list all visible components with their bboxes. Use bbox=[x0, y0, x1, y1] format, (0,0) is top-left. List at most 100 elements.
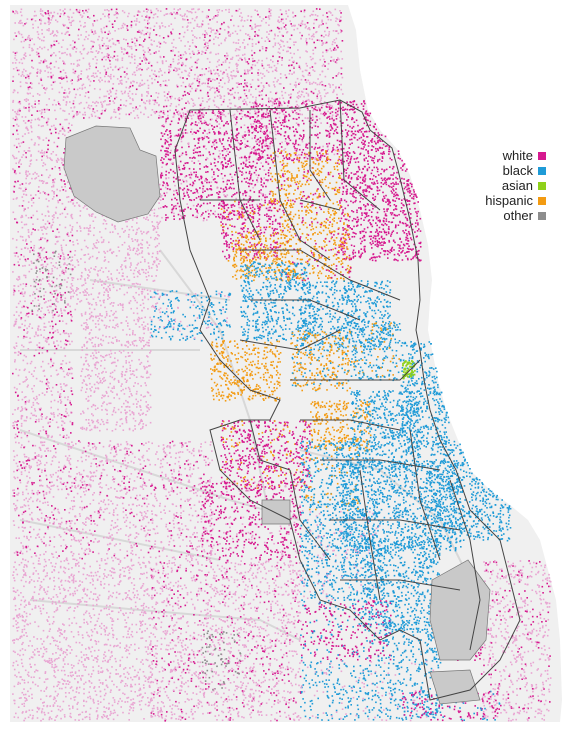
dot bbox=[319, 8, 321, 10]
dot bbox=[14, 170, 16, 172]
dot bbox=[207, 92, 209, 94]
dot bbox=[64, 343, 66, 345]
dot bbox=[142, 30, 144, 32]
dot bbox=[247, 44, 249, 46]
dot bbox=[24, 150, 26, 152]
dot bbox=[109, 90, 111, 92]
dot bbox=[252, 28, 254, 30]
dot bbox=[40, 247, 42, 249]
dot bbox=[296, 63, 298, 65]
dot bbox=[130, 62, 132, 64]
dot bbox=[170, 135, 172, 137]
dot bbox=[281, 146, 283, 148]
dot bbox=[31, 159, 33, 161]
dot bbox=[106, 72, 108, 74]
dot bbox=[84, 112, 86, 114]
dot bbox=[253, 147, 255, 149]
dot bbox=[67, 372, 69, 374]
dot bbox=[291, 57, 293, 59]
dot bbox=[405, 229, 407, 231]
dot bbox=[236, 55, 238, 57]
dot bbox=[151, 12, 153, 14]
dot bbox=[329, 143, 331, 145]
dot bbox=[143, 114, 145, 116]
dot bbox=[168, 69, 170, 71]
dot bbox=[255, 65, 257, 67]
dot bbox=[315, 63, 317, 65]
dot bbox=[25, 174, 27, 176]
dot bbox=[53, 191, 55, 193]
dot bbox=[194, 36, 196, 38]
dot bbox=[25, 408, 27, 410]
dot bbox=[329, 116, 331, 118]
dot bbox=[270, 9, 272, 11]
dot bbox=[208, 216, 210, 218]
dot bbox=[294, 110, 296, 112]
dot bbox=[75, 51, 77, 53]
dot bbox=[174, 135, 176, 137]
dot bbox=[49, 426, 51, 428]
dot bbox=[281, 124, 283, 126]
dot bbox=[59, 51, 61, 53]
dot bbox=[20, 81, 22, 83]
dot bbox=[236, 137, 238, 139]
dot bbox=[313, 36, 315, 38]
dot bbox=[184, 51, 186, 53]
dot bbox=[151, 70, 153, 72]
dot bbox=[191, 66, 193, 68]
dot bbox=[73, 100, 75, 102]
dot bbox=[205, 180, 207, 182]
dot bbox=[332, 41, 334, 43]
dot bbox=[323, 64, 325, 66]
dot bbox=[317, 137, 319, 139]
dot bbox=[42, 175, 44, 177]
dot bbox=[31, 66, 33, 68]
dot bbox=[209, 202, 211, 204]
dot bbox=[242, 110, 244, 112]
dot bbox=[83, 84, 85, 86]
dot bbox=[21, 221, 23, 223]
dot bbox=[31, 373, 33, 375]
dot bbox=[209, 140, 211, 142]
dot bbox=[38, 103, 40, 105]
dot bbox=[149, 103, 151, 105]
dot bbox=[63, 390, 65, 392]
dot bbox=[14, 111, 16, 113]
dot bbox=[242, 137, 244, 139]
dot bbox=[237, 33, 239, 35]
dot bbox=[293, 16, 295, 18]
dot bbox=[288, 120, 290, 122]
dot bbox=[194, 148, 196, 150]
dot bbox=[304, 24, 306, 26]
dot bbox=[72, 285, 74, 287]
dot bbox=[357, 217, 359, 219]
dot bbox=[108, 97, 110, 99]
dot bbox=[254, 172, 256, 174]
dot bbox=[220, 142, 222, 144]
dot bbox=[309, 100, 311, 102]
dot bbox=[14, 13, 16, 15]
dot bbox=[176, 192, 178, 194]
dot bbox=[221, 104, 223, 106]
dot bbox=[176, 12, 178, 14]
dot bbox=[44, 109, 46, 111]
dot bbox=[31, 83, 33, 85]
dot bbox=[171, 140, 173, 142]
dot bbox=[44, 88, 46, 90]
dot bbox=[313, 11, 315, 13]
dot bbox=[99, 44, 101, 46]
dot bbox=[154, 79, 156, 81]
dot bbox=[304, 11, 306, 13]
dot bbox=[302, 141, 304, 143]
dot bbox=[207, 47, 209, 49]
dot bbox=[326, 23, 328, 25]
dot bbox=[256, 179, 258, 181]
dot bbox=[38, 56, 40, 58]
dot bbox=[249, 161, 251, 163]
dot bbox=[96, 101, 98, 103]
dot bbox=[216, 118, 218, 120]
dot bbox=[335, 129, 337, 131]
dot bbox=[123, 38, 125, 40]
dot bbox=[16, 306, 18, 308]
dot bbox=[15, 352, 17, 354]
